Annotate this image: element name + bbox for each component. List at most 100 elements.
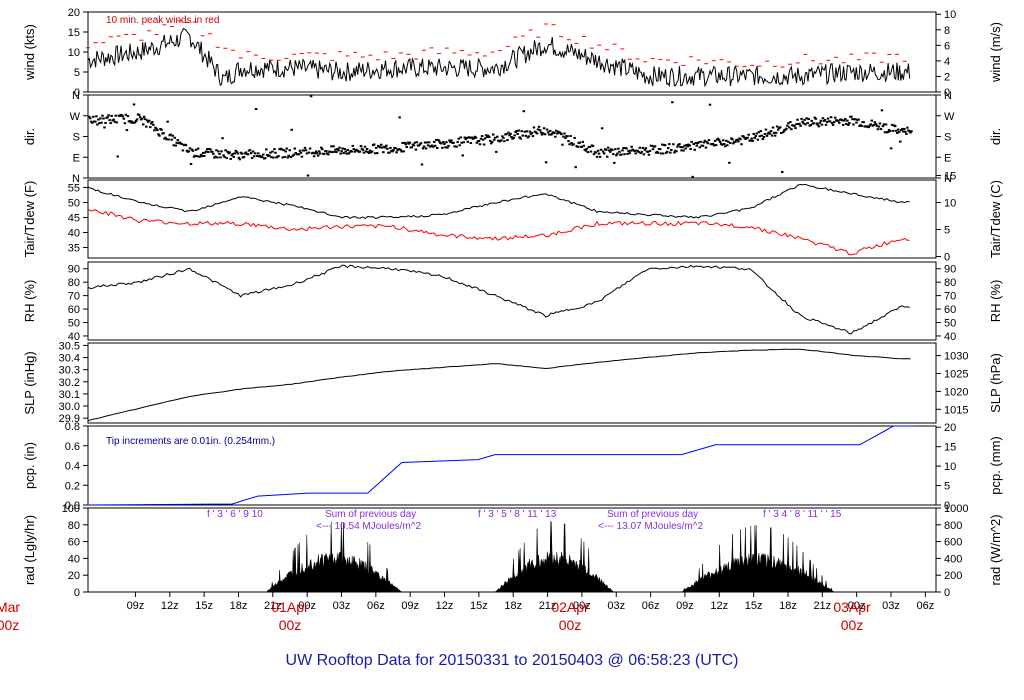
dir-point: [502, 136, 505, 139]
dir-point: [877, 125, 881, 128]
dir-point: [545, 128, 549, 131]
dir-point: [274, 151, 277, 154]
dir-point: [661, 152, 665, 155]
dir-point: [667, 147, 670, 150]
dir-point: [860, 124, 863, 127]
time-tick-label: 00z: [298, 600, 316, 612]
dir-point: [430, 144, 434, 147]
dir-point: [736, 138, 739, 141]
dir-point: [317, 150, 321, 153]
dir-point: [824, 123, 828, 126]
dir-point: [638, 146, 642, 149]
dir-point: [814, 117, 818, 120]
panel-frame-temp: [87, 179, 937, 259]
dir-point: [572, 143, 575, 146]
dir-point: [646, 150, 650, 153]
dir-point: [582, 144, 586, 147]
dir-point: [589, 150, 593, 153]
dir-point: [231, 153, 234, 156]
dir-point: [153, 129, 156, 132]
dir-point: [256, 152, 260, 155]
dir-point: [634, 152, 637, 155]
dir-point: [690, 140, 693, 143]
slp-left-tick-label: 30.5: [59, 340, 80, 352]
dir-point: [846, 119, 849, 122]
slp-left-tick-label: 30.0: [59, 401, 80, 413]
dir-point: [200, 155, 204, 158]
dir-point: [226, 150, 229, 153]
dir-point: [251, 150, 255, 153]
dir-point: [234, 149, 238, 152]
dir-point: [108, 119, 111, 122]
dir-point: [820, 123, 824, 126]
dir-point: [94, 120, 97, 123]
dir-point: [392, 149, 395, 152]
dir-point: [524, 134, 528, 137]
dir-point: [143, 118, 147, 121]
slp-left-label: SLP (inHg): [22, 351, 37, 414]
dir-point: [788, 126, 791, 129]
dir-point: [633, 149, 636, 152]
dir-point: [244, 151, 248, 154]
dir-point: [341, 147, 344, 150]
dir-point: [379, 146, 382, 149]
dir-point: [521, 134, 524, 137]
time-tick-label: 12z: [710, 600, 728, 612]
dir-point: [553, 132, 556, 135]
dir-point: [266, 154, 269, 157]
dir-point: [412, 144, 416, 147]
dir-point: [375, 152, 379, 155]
dir-point: [126, 115, 130, 118]
dir-point: [531, 135, 535, 138]
dir-point: [612, 153, 615, 156]
dir-point: [148, 119, 151, 122]
dir-point: [196, 147, 200, 150]
dir-point: [215, 149, 218, 152]
rh-right-tick-label: 90: [944, 264, 956, 276]
dir-point: [563, 132, 566, 135]
dir-point: [120, 114, 124, 117]
dir-point: [418, 143, 422, 146]
dir-point: [222, 154, 225, 157]
dir-point: [444, 146, 447, 149]
time-tick-label: 18z: [504, 600, 522, 612]
dir-point: [403, 141, 406, 144]
dir-point: [886, 131, 890, 134]
time-tick-label: 00z: [848, 600, 866, 612]
dir-point: [304, 149, 308, 152]
dir-point: [112, 118, 115, 121]
dir-point: [425, 141, 429, 144]
rad-sum1-value: <--- 10.54 MJoules/m^2: [316, 521, 421, 532]
dir-point: [141, 123, 145, 126]
dir-point: [541, 132, 545, 135]
dir-point: [348, 151, 352, 154]
dir-point: [616, 152, 619, 155]
panel-frame-slp: [87, 342, 937, 424]
dir-point: [544, 161, 548, 164]
dir-point: [228, 151, 231, 154]
dir-point: [842, 123, 845, 126]
dir-point: [246, 153, 250, 156]
dir-point: [483, 137, 487, 140]
dir-point: [460, 141, 463, 144]
wind-left-tick-label: 5: [74, 67, 80, 79]
rad-sum2-value: <--- 13.07 MJoules/m^2: [598, 521, 703, 532]
dir-point: [525, 130, 529, 133]
dir-point: [372, 143, 376, 146]
dir-point: [795, 123, 798, 126]
dir-point: [399, 148, 402, 151]
dir-point: [630, 145, 633, 148]
dir-point: [113, 120, 116, 123]
dir-point: [510, 136, 513, 139]
dir-point: [732, 142, 735, 145]
dir-point: [855, 121, 858, 124]
dir-point: [828, 120, 832, 123]
dir-point: [737, 140, 740, 143]
precip-line: [87, 425, 915, 506]
dir-point: [373, 152, 377, 155]
dir-point: [753, 137, 757, 140]
dir-point: [370, 150, 374, 153]
dir-point: [225, 156, 228, 159]
dir-point: [294, 151, 298, 154]
dir-point: [115, 121, 118, 124]
